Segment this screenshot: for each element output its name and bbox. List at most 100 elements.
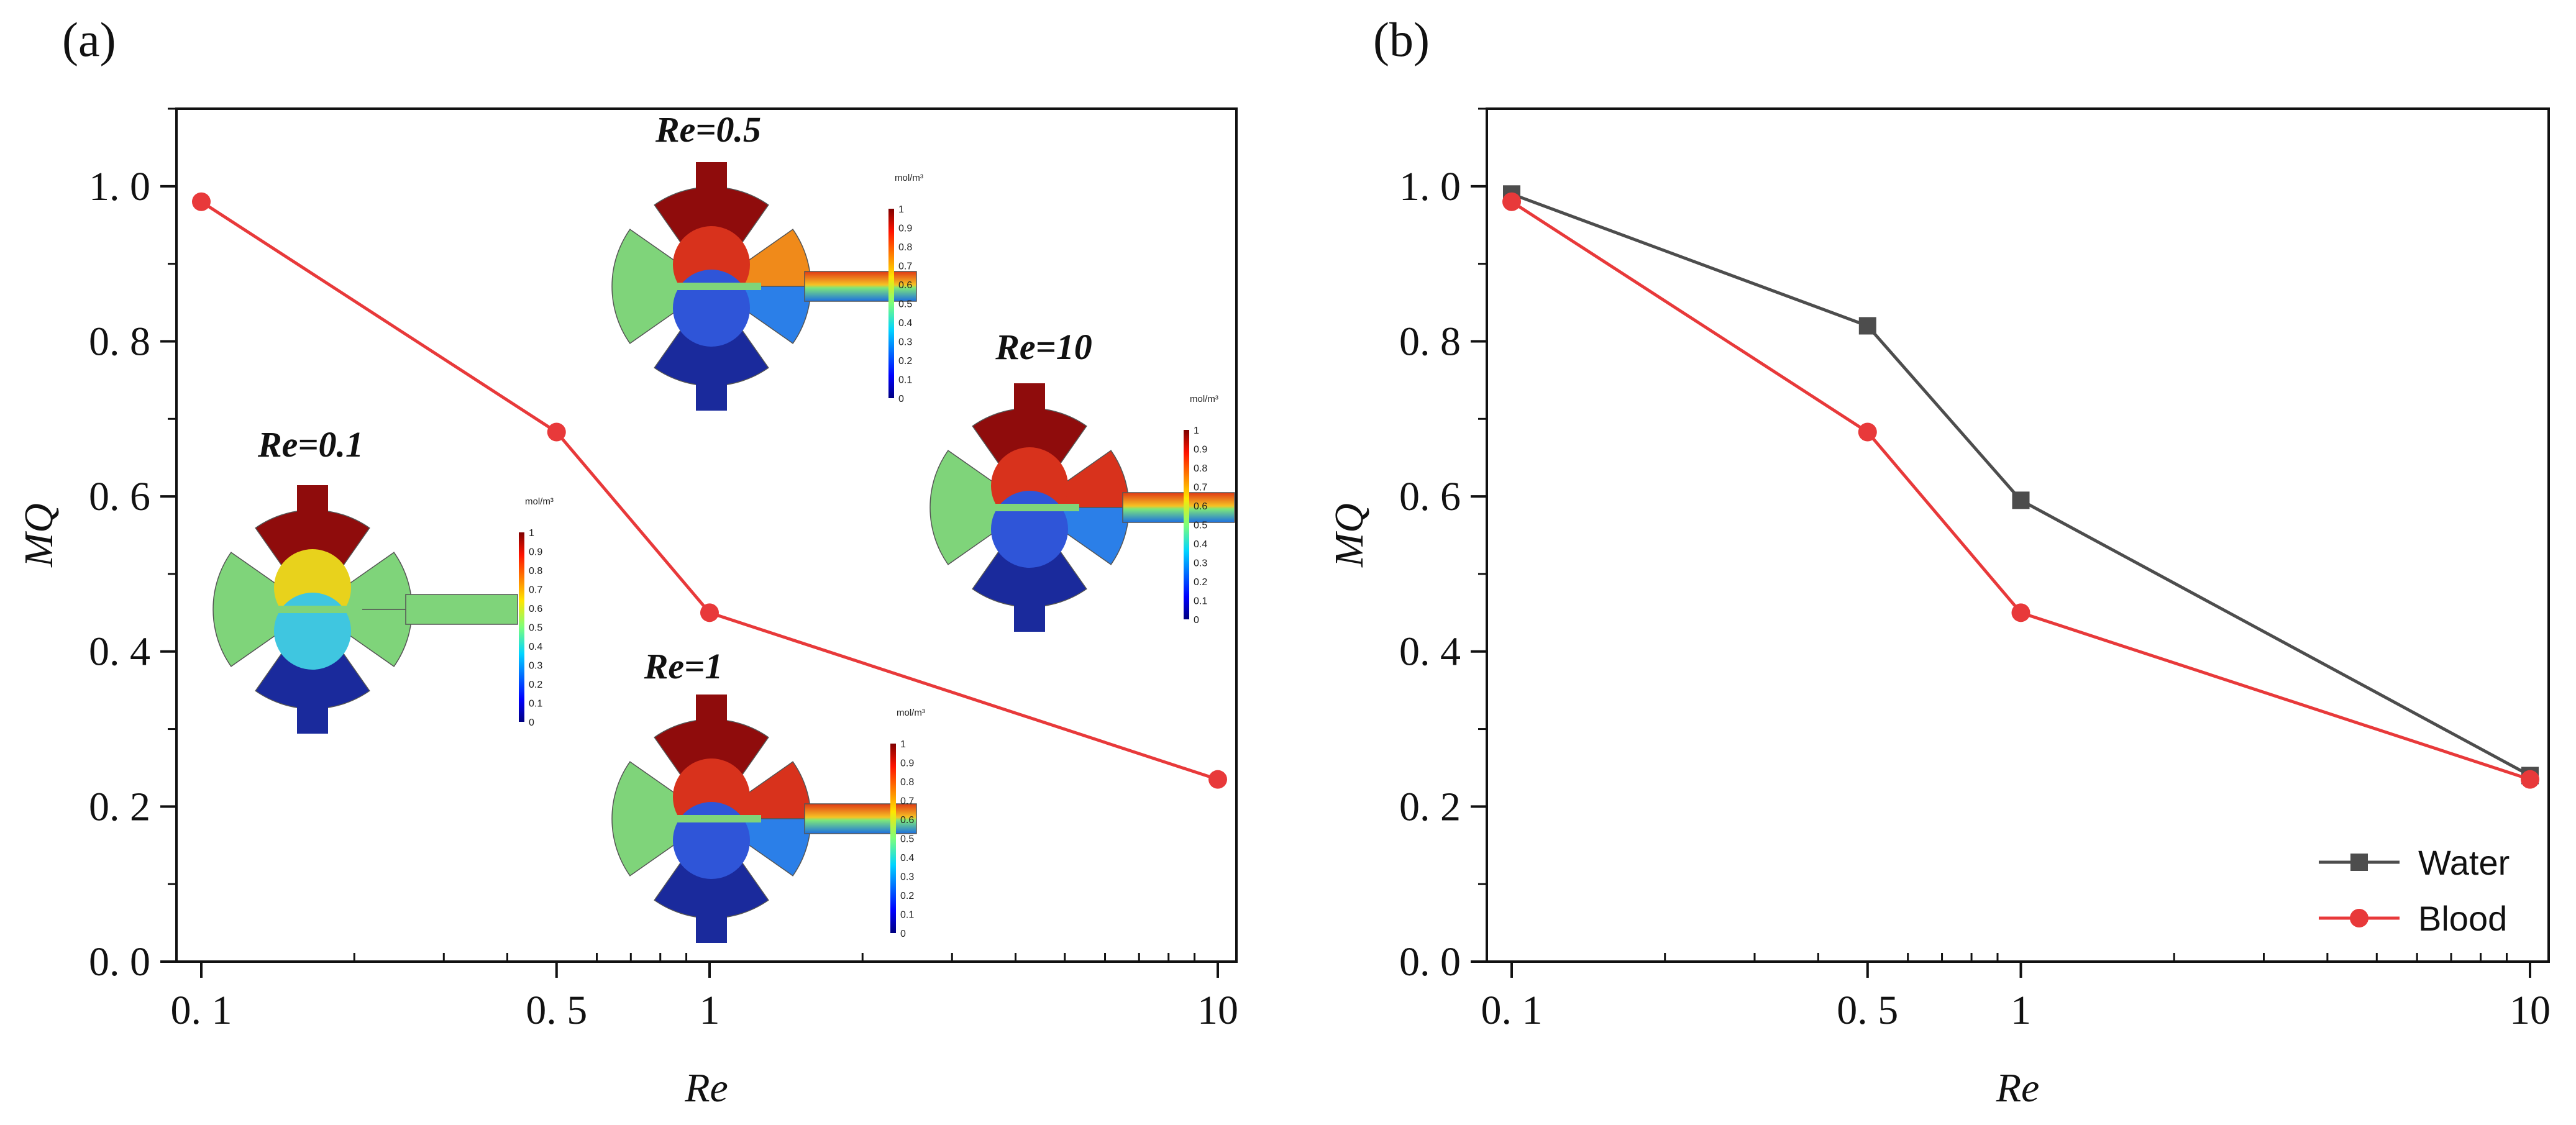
inset-colorbar-tick: 0.4 [1194,539,1207,550]
inset-core-band [662,815,761,822]
inset-colorbar-tick: 0.3 [900,872,914,883]
inset-core-lower [673,802,750,879]
inset-colorbar-tick: 0 [898,394,904,404]
inset-colorbar-tick: 0 [900,929,906,939]
inset-1: Re=0.1 mol/m³ 1 0.9 0.8 0.7 0.6 0.5 0.4 0.3 0.2 0.1… [212,424,554,734]
legend-label-blood: Blood [2418,899,2507,938]
inset-colorbar-tick: 1 [900,739,906,750]
inset-colorbar-tick: 0.9 [898,224,912,234]
inset-colorbar-tick: 0.5 [898,299,912,310]
inset-colorbar-tick: 0 [1194,615,1199,626]
inset-core-band [263,606,362,613]
inset-colorbar-tick: 0.1 [900,910,914,921]
inset-colorbar-tick: 0.1 [898,375,912,386]
inset-colorbar-tick: 0.7 [900,796,914,807]
panel-b: (b) 0. 00. 20. 40. 60. 81. 00. 1 0. 5 1 10 … [1327,12,2551,1111]
inset-colorbar [1184,430,1189,619]
inset-colorbar-tick: 0.9 [900,758,914,769]
inset-bottom-inlet [696,367,727,411]
inset-colorbar-tick: 0.5 [529,623,542,634]
panel-a-label: (a) [62,12,116,66]
inset-re-label: Re=0.5 [655,109,761,150]
inset-colorbar-tick: 0.6 [1194,501,1207,512]
inset-re-label: Re=1 [644,646,723,686]
y-tick-label: 0. 0 [89,939,150,985]
series-line-blood [1510,200,2531,781]
data-point-water [2012,491,2030,509]
inset-colorbar-tick: 0.7 [898,262,912,272]
panel-b-legend: Water Blood [2319,843,2510,938]
legend-marker-blood [2350,909,2368,927]
inset-colorbar-tick: 0.1 [1194,596,1207,607]
x-tick-label: 0. 1 [171,988,232,1033]
inset-colorbar-tick: 0.8 [529,566,542,576]
x-tick-label: 0. 5 [1837,988,1898,1033]
y-tick-label: 1. 0 [89,164,150,209]
inset-colorbar-tick: 0.2 [900,891,914,901]
data-point-blood [2521,770,2539,789]
inset-outlet-channel [804,271,917,302]
inset-colorbar-tick: 0.4 [898,318,912,329]
y-tick-label: 0. 4 [89,629,150,675]
panel-b-label: (b) [1373,12,1430,66]
panel-a-series [192,192,1227,789]
inset-colorbar-tick: 0.9 [1194,445,1207,455]
panel-b-x-axis-title: Re [1996,1065,2040,1111]
series-line-blood [200,200,1218,781]
inset-3: Re=1 mol/m³ 1 0.9 0.8 0.7 0.6 0.5 0.4 0.3 0.2 0.1 0 [611,646,925,943]
inset-core-lower [673,270,750,347]
inset-4: Re=10 mol/m³ 1 0.9 0.8 0.7 0.6 0.5 0.4 0.3 0.2 0.1 0 [929,327,1235,632]
inset-colorbar-tick: 0.9 [529,547,542,558]
data-point-blood [1502,192,1521,211]
inset-bottom-inlet [297,690,328,734]
legend-marker-water [2350,854,2368,871]
inset-colorbar-tick: 0.7 [529,585,542,596]
inset-colorbar-tick: 1 [1194,426,1199,436]
inset-colorbar-tick: 0.4 [529,642,542,652]
data-point-blood [547,422,566,442]
x-tick-label: 0. 1 [1481,988,1543,1033]
inset-colorbar-tick: 0.2 [898,356,912,367]
inset-colorbar-tick: 0.3 [1194,558,1207,569]
data-point-blood [1858,422,1877,442]
y-tick-label: 0. 2 [89,784,150,829]
inset-colorbar-tick: 0.3 [529,661,542,672]
inset-colorbar-tick: 0.8 [898,242,912,253]
y-tick-label: 0. 8 [1399,319,1461,364]
inset-colorbar [888,209,894,398]
y-tick-label: 0. 6 [1399,474,1461,519]
panel-a-y-axis-title: MQ [16,503,62,568]
inset-colorbar-tick: 0.8 [1194,463,1207,474]
inset-re-label: Re=0.1 [257,424,363,465]
inset-colorbar-tick: 0.2 [1194,577,1207,588]
data-point-water [1858,317,1876,335]
inset-top-inlet [297,485,328,529]
panel-b-series [1502,185,2539,789]
y-tick-label: 0. 2 [1399,784,1461,829]
inset-2: Re=0.5 mol/m³ 1 0.9 0.8 0.7 0.6 0.5 0.4 0.3 0.2 0.1… [611,109,923,411]
inset-top-inlet [696,695,727,738]
inset-colorbar-tick: 0.8 [900,777,914,788]
inset-colorbar-tick: 1 [529,528,534,539]
panel-b-y-axis-title: MQ [1327,503,1372,568]
inset-colorbar-unit: mol/m³ [897,708,925,718]
legend-label-water: Water [2418,843,2510,882]
inset-re-label: Re=10 [995,327,1092,367]
data-point-blood [700,603,719,622]
series-line-water [1511,192,2531,777]
inset-colorbar-tick: 0.4 [900,853,914,863]
y-tick-label: 0. 6 [89,474,150,519]
inset-core-lower [274,593,351,670]
inset-top-inlet [1014,383,1045,427]
x-tick-label: 10 [2510,988,2551,1033]
inset-top-inlet [696,162,727,206]
inset-core-band [980,504,1079,511]
inset-colorbar-tick: 0 [529,717,534,728]
panel-a-ticks: 0. 00. 20. 40. 60. 81. 00. 1 0. 5 1 10 [89,107,1238,1033]
y-tick-label: 0. 4 [1399,629,1461,675]
inset-bottom-inlet [1014,588,1045,632]
inset-bottom-inlet [696,900,727,943]
panel-b-ticks: 0. 0 0. 2 0. 4 0. 6 0. 8 1. 0 0. 1 0. 5 1 10 [1399,107,2551,1033]
inset-colorbar-tick: 0.6 [900,815,914,826]
